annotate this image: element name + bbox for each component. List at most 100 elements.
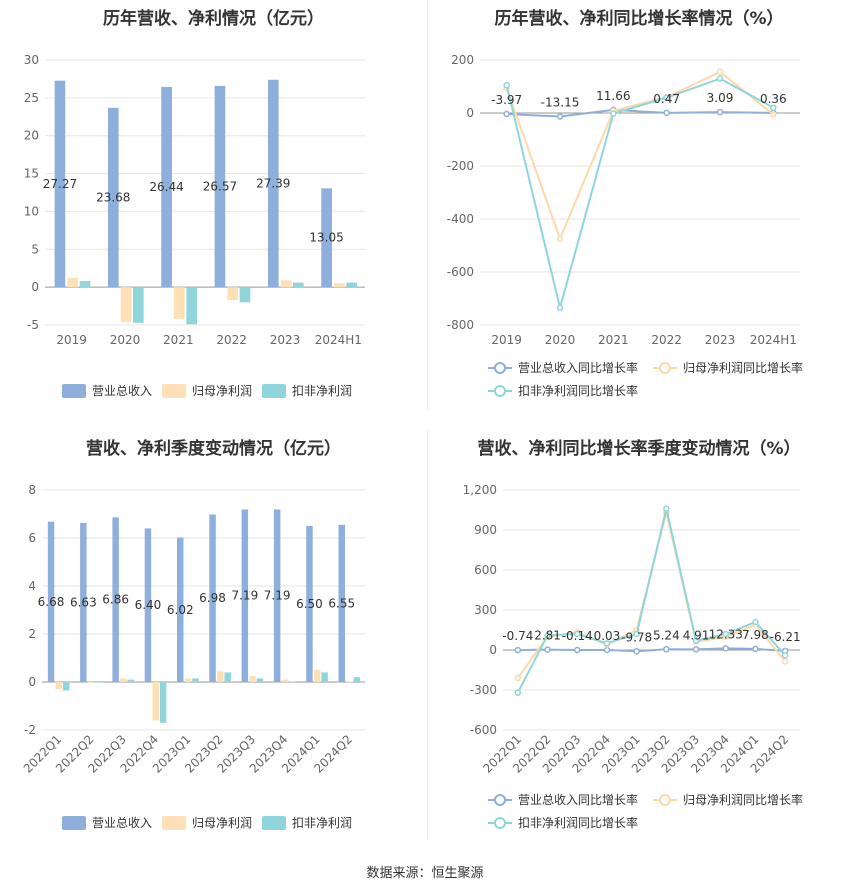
data-point: [722, 630, 729, 638]
y-tick-label: 30: [24, 53, 39, 67]
legend-label: 扣非净利润: [292, 816, 352, 830]
annual-amount-panel: 历年营收、净利情况（亿元） -5 0 5 10 15 20 25 30 2019 2020 2021…: [0, 0, 427, 410]
y-tick-label: 25: [24, 91, 39, 105]
y-tick-label: -400: [447, 212, 474, 226]
bar: [281, 679, 289, 682]
data-label: -13.15: [541, 95, 580, 109]
legend-label: 营业总收入同比增长率: [518, 792, 638, 807]
legend-swatch: [262, 816, 286, 830]
y-tick-label: -600: [447, 265, 474, 279]
data-point: [503, 81, 510, 89]
data-point: [574, 630, 581, 638]
legend-label: 营业总收入: [92, 384, 152, 398]
data-point: [716, 68, 724, 76]
y-tick-label: 4: [28, 579, 36, 593]
bar: [120, 287, 132, 322]
legend-label: 归母净利润: [192, 384, 252, 398]
bar: [161, 86, 172, 288]
data-label: 0.03: [594, 629, 621, 643]
series-line: [505, 77, 774, 309]
legend-label: 归母净利润: [192, 816, 252, 830]
bar: [192, 678, 199, 682]
data-point: [781, 658, 789, 665]
quarterly-growth-panel: 营收、净利同比增长率季度变动情况（%） -600 -300 0 300 600 900 1,…: [428, 430, 850, 850]
data-label: -0.74: [502, 629, 533, 643]
data-point: [610, 110, 617, 117]
data-label: 26.44: [149, 180, 183, 194]
bar: [241, 509, 249, 682]
bar: [127, 679, 135, 682]
legend-swatch-marker: [494, 385, 506, 397]
bar: [67, 278, 79, 288]
data-label: 7.19: [231, 589, 258, 603]
data-source: 数据来源：恒生聚源: [366, 866, 484, 881]
chart-title: 营收、净利季度变动情况（亿元）: [86, 439, 341, 459]
bar: [267, 79, 279, 288]
y-tick-label: 300: [474, 603, 497, 617]
y-tick-label: 1,200: [463, 483, 497, 497]
data-label: 6.86: [102, 593, 129, 607]
bar: [54, 80, 66, 288]
x-tick-label: 2020: [545, 333, 576, 347]
bar: [95, 682, 102, 683]
bar: [249, 676, 256, 682]
data-point: [716, 108, 724, 116]
annual-amount-chart: -5 0 5 10 15 20 25 30 2019 2020 2021 2022 2023 2024H1…: [24, 53, 365, 398]
x-tick-label: 2019: [56, 333, 87, 347]
data-point: [556, 304, 564, 312]
data-point: [514, 646, 522, 654]
bar: [313, 670, 321, 682]
bar: [159, 682, 167, 723]
y-tick-label: 0: [466, 106, 474, 120]
bar: [273, 509, 281, 682]
series-line: [505, 70, 774, 242]
y-tick-label: -5: [27, 318, 39, 332]
data-label: -6.21: [770, 630, 801, 644]
data-point: [514, 674, 522, 682]
legend-swatch-marker: [659, 794, 671, 806]
data-label: 13.05: [309, 231, 343, 245]
bar: [346, 681, 353, 683]
data-label: 4.91: [683, 628, 710, 642]
bar: [107, 107, 119, 288]
data-point: [781, 652, 789, 659]
bar: [79, 281, 91, 288]
annual-growth-panel: 历年营收、净利同比增长率情况（%） -800 -600 -400 -200 0 200 20…: [428, 0, 850, 410]
y-tick-label: 0: [489, 643, 497, 657]
quarterly-growth-chart: -600-30003006009001,2002022Q12022Q22022Q…: [463, 483, 803, 830]
legend-label: 归母净利润同比增长率: [683, 360, 803, 375]
y-tick-label: -200: [447, 159, 474, 173]
chart-title: 历年营收、净利情况（亿元）: [103, 9, 324, 29]
bar: [227, 287, 239, 301]
y-tick-label: -2: [24, 723, 36, 737]
bar: [239, 287, 251, 303]
legend-swatch-marker: [659, 362, 671, 374]
data-point: [692, 637, 700, 644]
bar: [144, 528, 152, 682]
y-tick-label: 20: [24, 129, 39, 143]
y-tick-label: -600: [470, 723, 497, 737]
data-point: [603, 646, 611, 654]
data-point: [770, 111, 777, 118]
y-tick-label: 2: [28, 627, 36, 641]
data-point: [556, 235, 564, 243]
data-label: 27.27: [43, 177, 77, 191]
data-point: [663, 505, 670, 512]
data-point: [514, 689, 522, 696]
bar: [224, 672, 231, 682]
data-label: 3.09: [707, 91, 734, 105]
y-tick-label: 600: [474, 563, 497, 577]
y-tick-label: 0: [28, 675, 36, 689]
legend-swatch: [162, 816, 186, 830]
series-line: [516, 508, 786, 694]
bar: [133, 287, 144, 323]
bar: [280, 280, 292, 288]
data-point: [503, 110, 510, 118]
x-tick-label: 2020: [110, 333, 141, 347]
legend-swatch: [262, 384, 286, 398]
data-point: [556, 113, 564, 120]
data-label: 6.63: [70, 595, 97, 609]
bar: [152, 682, 159, 721]
data-label: 7.19: [264, 589, 291, 603]
annual-growth-chart: -800 -600 -400 -200 0 200 2019 2020 2021 2022 2023…: [447, 53, 803, 398]
